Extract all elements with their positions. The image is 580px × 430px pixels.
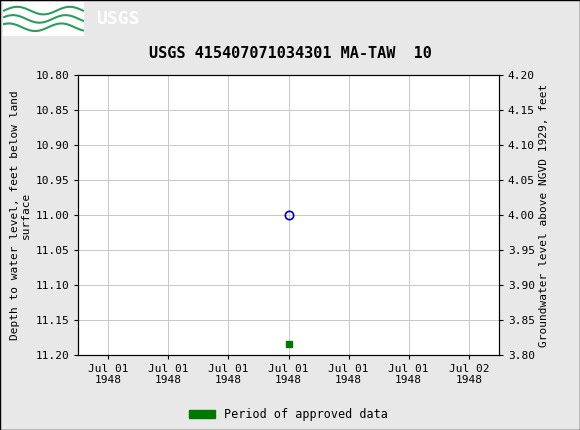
Text: USGS: USGS xyxy=(96,10,139,28)
Legend: Period of approved data: Period of approved data xyxy=(184,403,393,426)
Y-axis label: Depth to water level, feet below land
surface: Depth to water level, feet below land su… xyxy=(10,90,31,340)
Bar xyxy=(3,2,84,36)
Text: USGS 415407071034301 MA-TAW  10: USGS 415407071034301 MA-TAW 10 xyxy=(148,46,432,61)
Y-axis label: Groundwater level above NGVD 1929, feet: Groundwater level above NGVD 1929, feet xyxy=(539,83,549,347)
